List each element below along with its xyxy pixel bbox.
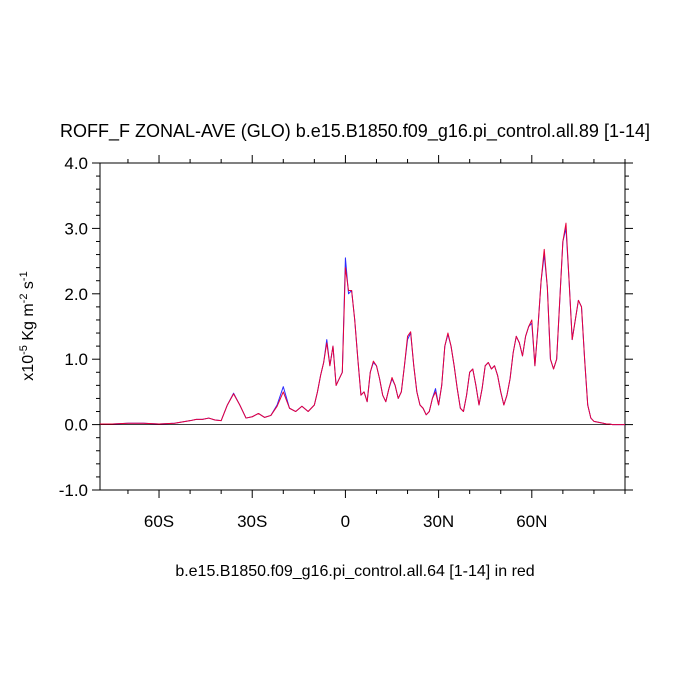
y-axis-label: x10-5 Kg m-2 s-1 <box>18 271 37 380</box>
y-tick-label: 2.0 <box>64 285 88 304</box>
y-tick-label: -1.0 <box>59 481 88 500</box>
plot-frame <box>99 162 626 491</box>
chart-title: ROFF_F ZONAL-AVE (GLO) b.e15.B1850.f09_g… <box>60 121 650 142</box>
x-tick-label: 0 <box>341 512 350 531</box>
x-tick-label: 60N <box>516 512 547 531</box>
x-tick-label: 60S <box>144 512 174 531</box>
x-tick-label: 30N <box>423 512 454 531</box>
y-axis-label-part: s <box>20 281 37 293</box>
series-line <box>100 222 625 426</box>
y-tick-label: 1.0 <box>64 350 88 369</box>
y-axis-label-part: -2 <box>18 294 30 304</box>
y-axis-label-part: -5 <box>18 345 30 355</box>
y-tick-label: 3.0 <box>64 219 88 238</box>
y-tick-label: 4.0 <box>64 154 88 173</box>
y-axis-label-part: Kg m <box>20 303 37 345</box>
x-tick-label: 30S <box>237 512 267 531</box>
y-axis-label-part: -1 <box>18 271 30 281</box>
series-line <box>100 227 625 426</box>
y-axis-label-part: x10 <box>20 355 37 381</box>
x-axis-label: b.e15.B1850.f09_g16.pi_control.all.64 [1… <box>175 563 534 580</box>
y-tick-label: 0.0 <box>64 416 88 435</box>
